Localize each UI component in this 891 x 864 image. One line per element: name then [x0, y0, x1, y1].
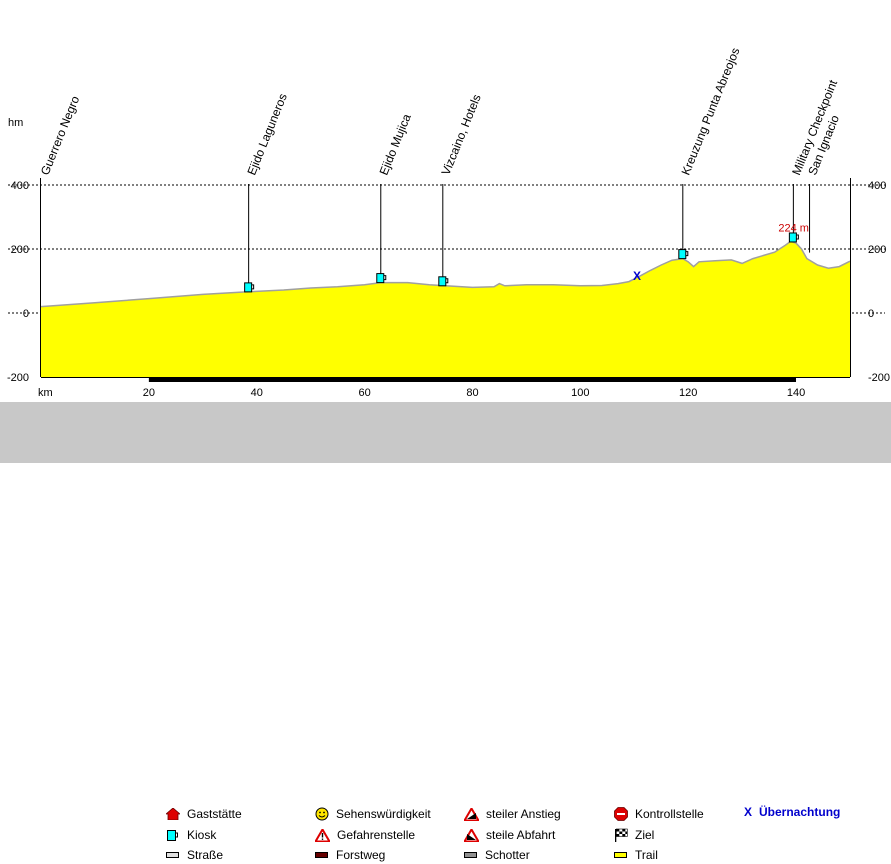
kiosk-icon: [438, 276, 449, 287]
legend-trail: Trail: [614, 846, 658, 864]
overnight-x-icon: X: [744, 805, 753, 819]
danger-icon: [315, 828, 330, 842]
elevation-area: [41, 241, 850, 377]
legend: Gaststätte Kiosk Straße Sehenswürdigkeit…: [0, 402, 891, 862]
legend-anstieg-label: steiler Anstieg: [486, 807, 561, 821]
legend-forstweg: Forstweg: [315, 846, 385, 864]
gravel-icon: [464, 852, 477, 858]
y-tick-label-right: 200: [868, 244, 886, 256]
kiosk-icon: [788, 232, 799, 243]
legend-anstieg: steiler Anstieg: [464, 805, 561, 823]
kiosk-icon-body: [438, 276, 447, 287]
elevation-profile-chart: hm 400 200 0 -200 400 200 0 -200 km 20 40 60 80 100 1…: [7, 46, 890, 399]
trail-icon: [614, 852, 627, 858]
kiosk-icon: [678, 249, 689, 260]
y-tick-label-right: -200: [868, 372, 890, 384]
x-tick-label: 140: [787, 387, 805, 399]
y-axis-ticks: 400 200 0 -200 400 200 0 -200: [7, 180, 890, 384]
kiosk-icon-handle: [383, 275, 387, 281]
waypoint-label: Vizcaino, Hotels: [439, 92, 484, 177]
elevation-outline: [40, 240, 851, 308]
legend-schotter-label: Schotter: [485, 848, 530, 862]
x-tick-label: 120: [679, 387, 697, 399]
legend-uebernachtung-label: Übernachtung: [759, 805, 841, 819]
y-tick-label-right: 400: [868, 180, 886, 192]
finish-flag-icon: [615, 828, 628, 842]
y-tick-label-left: 400: [11, 180, 29, 192]
legend-abfahrt: steile Abfahrt: [464, 826, 555, 844]
kiosk-icon-body: [244, 282, 253, 293]
legend-sehens-label: Sehenswürdigkeit: [336, 807, 431, 821]
legend-gefahren: Gefahrenstelle: [315, 826, 415, 844]
legend-kontroll: Kontrollstelle: [614, 805, 704, 823]
kiosk-icon-body: [376, 273, 385, 284]
x-tick-label: 100: [571, 387, 589, 399]
legend-trail-label: Trail: [635, 848, 658, 862]
x-tick-label: 20: [143, 387, 155, 399]
plot-frame: [40, 178, 851, 377]
legend-abfahrt-label: steile Abfahrt: [486, 828, 556, 842]
legend-forstweg-label: Forstweg: [336, 848, 386, 862]
restaurant-icon: [166, 808, 180, 820]
kiosk-icon-body: [788, 232, 797, 243]
overnight-marker: X: [633, 269, 641, 283]
legend-schotter: Schotter: [464, 846, 530, 864]
kiosk-icon: [167, 829, 178, 841]
kiosk-icon-handle: [445, 278, 449, 284]
forest-road-icon: [315, 852, 328, 858]
legend-strasse-label: Straße: [187, 848, 224, 862]
road-icon: [166, 852, 179, 858]
surface-segment: [796, 377, 850, 382]
y-tick-label-right: 0: [868, 308, 874, 320]
kiosk-icon-handle: [685, 251, 689, 257]
max-elevation-annotation: 224 m: [778, 222, 809, 234]
x-tick-label: 80: [466, 387, 478, 399]
legend-gaststaette: Gaststätte: [166, 805, 242, 823]
y-tick-label-left: 200: [11, 244, 29, 256]
waypoint-label: Kreuzung Punta Abreojos: [679, 46, 743, 177]
waypoint-label: Ejido Laguneros: [244, 91, 289, 177]
kiosk-icon: [376, 273, 387, 284]
x-axis: km 20 40 60 80 100 120 140: [38, 377, 850, 399]
legend-kiosk: Kiosk: [166, 826, 216, 844]
x-tick-label: 40: [251, 387, 263, 399]
legend-gefahren-label: Gefahrenstelle: [337, 828, 416, 842]
legend-uebernachtung: X Übernachtung: [744, 803, 840, 821]
x-tick-label: 60: [358, 387, 370, 399]
legend-kontroll-label: Kontrollstelle: [635, 807, 704, 821]
smiley-icon: [315, 807, 329, 821]
steep-descent-icon: [464, 828, 479, 842]
legend-strasse: Straße: [166, 846, 223, 864]
surface-segment: [148, 377, 797, 382]
waypoints: Guerrero Negro Ejido Laguneros Ejido Mujic…: [38, 46, 842, 293]
legend-ziel-label: Ziel: [635, 828, 655, 842]
legend-sehens: Sehenswürdigkeit: [315, 805, 431, 823]
waypoint-label: Guerrero Negro: [38, 94, 83, 177]
legend-kiosk-label: Kiosk: [187, 828, 217, 842]
legend-ziel: Ziel: [614, 826, 654, 844]
y-tick-label-left: -200: [7, 372, 29, 384]
y-unit-label: hm: [8, 117, 23, 129]
y-tick-label-left: 0: [23, 308, 29, 320]
kiosk-icon-body: [678, 249, 687, 260]
kiosk-icon-handle: [796, 234, 799, 240]
x-unit-label: km: [38, 387, 53, 399]
kiosk-icon-handle: [251, 284, 255, 290]
steep-climb-icon: [464, 807, 479, 821]
kiosk-icon: [244, 282, 255, 293]
legend-gaststaette-label: Gaststätte: [187, 807, 242, 821]
waypoint-label: Ejido Mujica: [377, 112, 414, 178]
surface-segment: [41, 377, 149, 382]
stop-sign-icon: [614, 807, 628, 821]
